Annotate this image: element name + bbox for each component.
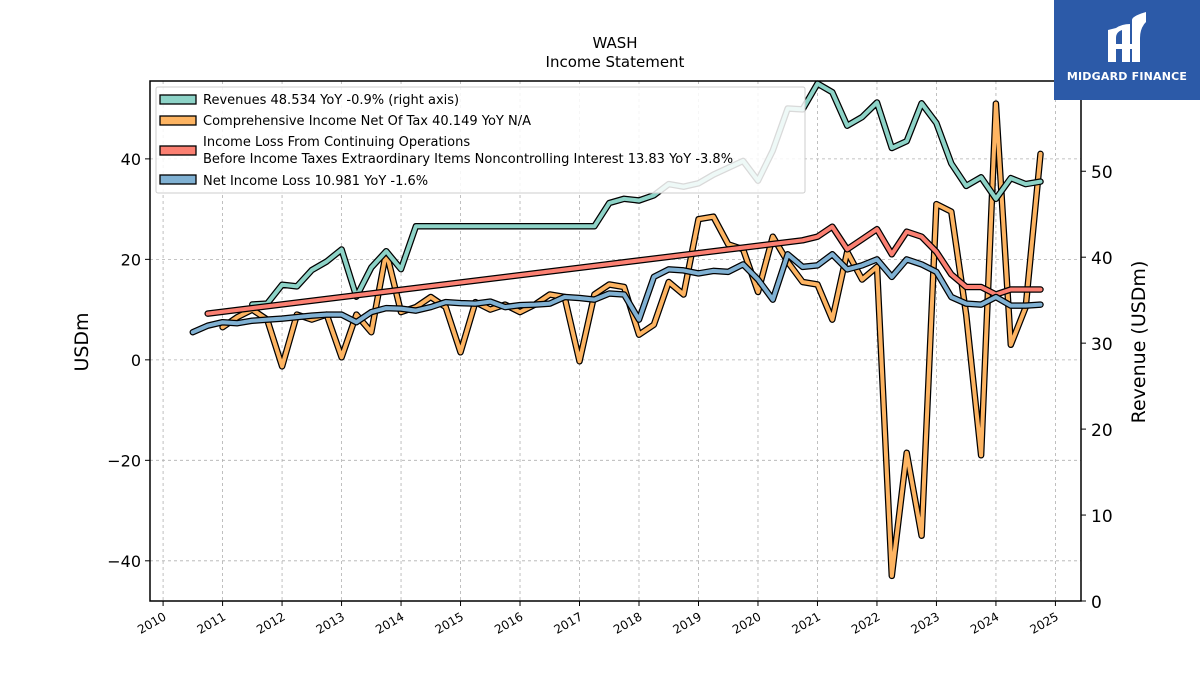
legend-label-comprehensive-income: Comprehensive Income Net Of Tax 40.149 Y… [203, 114, 531, 129]
midgard-logo-mark-icon [1108, 12, 1146, 62]
y-tick-label-right: 30 [1091, 335, 1113, 355]
legend-label-net-income: Net Income Loss 10.981 YoY -1.6% [203, 174, 428, 189]
legend-swatch-net-income [159, 174, 197, 185]
legend-swatch-pretax-income [159, 145, 197, 156]
legend-label-pretax-income-line2: Before Income Taxes Extraordinary Items … [203, 152, 733, 167]
midgard-finance-logo: MIDGARD FINANCE [1054, 0, 1200, 100]
y-tick-label-left: −20 [107, 451, 141, 470]
legend-label-pretax-income-line1: Income Loss From Continuing Operations [203, 135, 470, 150]
y-tick-label-right: 20 [1091, 421, 1113, 441]
legend-swatch-revenues [159, 94, 197, 105]
chart-subtitle: Income Statement [546, 53, 685, 71]
plot-frame [149, 80, 1082, 602]
y-tick-label-left: 20 [121, 250, 141, 269]
legend-swatch-comprehensive-income [159, 115, 197, 126]
y-tick-label-left: 0 [131, 351, 141, 370]
legend-label-revenues: Revenues 48.534 YoY -0.9% (right axis) [203, 93, 459, 108]
y-axis-label-right: Revenue (USDm) [1128, 261, 1150, 424]
y-axis-label-left: USDm [71, 312, 93, 371]
legend: Revenues 48.534 YoY -0.9% (right axis) C… [155, 86, 806, 194]
y-tick-label-right: 50 [1091, 163, 1113, 183]
series-line-net-income [190, 252, 1043, 335]
y-tick-label-right: 40 [1091, 249, 1113, 269]
chart-title: WASH [592, 34, 637, 52]
y-tick-label-right: 10 [1091, 507, 1113, 527]
y-tick-label-left: 40 [121, 150, 141, 169]
y-tick-label-left: −40 [107, 552, 141, 571]
legend-box [155, 86, 806, 194]
series-line-pretax-income [205, 224, 1043, 316]
logo-text: MIDGARD FINANCE [1066, 70, 1188, 83]
y-tick-label-right: 0 [1091, 593, 1102, 613]
